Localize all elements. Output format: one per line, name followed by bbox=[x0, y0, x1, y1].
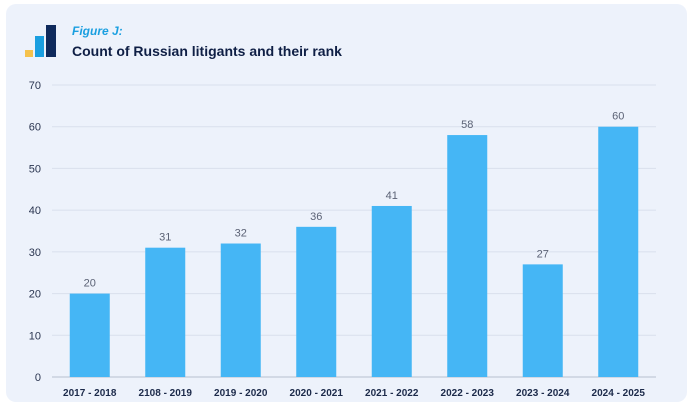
y-tick-label: 10 bbox=[29, 330, 41, 342]
x-tick-label: 2020 - 2021 bbox=[290, 388, 344, 399]
data-label: 60 bbox=[612, 111, 624, 123]
bar bbox=[371, 205, 412, 377]
y-tick-label: 20 bbox=[29, 289, 41, 301]
bar bbox=[296, 226, 337, 377]
bar bbox=[69, 293, 110, 377]
data-label: 41 bbox=[386, 190, 398, 202]
bar bbox=[598, 126, 639, 377]
x-tick-label: 2022 - 2023 bbox=[441, 388, 495, 399]
data-label: 36 bbox=[310, 211, 322, 223]
data-label: 32 bbox=[235, 228, 247, 240]
x-tick-label: 2024 - 2025 bbox=[592, 388, 646, 399]
y-tick-label: 50 bbox=[29, 163, 41, 175]
bar bbox=[447, 135, 488, 377]
x-tick-label: 2021 - 2022 bbox=[365, 388, 419, 399]
chart-title: Count of Russian litigants and their ran… bbox=[72, 43, 342, 59]
logo-bar-mid bbox=[35, 36, 44, 57]
bar bbox=[145, 247, 186, 377]
x-tick-label: 2108 - 2019 bbox=[139, 388, 193, 399]
data-label: 20 bbox=[84, 278, 96, 290]
figure-label: Figure J: bbox=[72, 24, 123, 38]
x-tick-label: 2023 - 2024 bbox=[516, 388, 570, 399]
y-tick-label: 30 bbox=[29, 247, 41, 259]
data-label: 31 bbox=[159, 232, 171, 244]
bar bbox=[220, 243, 261, 377]
logo-bar-small bbox=[25, 50, 33, 57]
x-tick-label: 2017 - 2018 bbox=[63, 388, 117, 399]
bar-chart-logo-icon bbox=[25, 25, 56, 57]
logo-bar-tall bbox=[46, 25, 56, 57]
bar bbox=[522, 264, 563, 377]
data-label: 27 bbox=[537, 248, 549, 260]
y-tick-label: 60 bbox=[29, 122, 41, 134]
x-tick-label: 2019 - 2020 bbox=[214, 388, 268, 399]
y-tick-label: 0 bbox=[35, 372, 41, 384]
data-label: 58 bbox=[461, 119, 473, 131]
y-tick-label: 70 bbox=[29, 80, 41, 92]
y-tick-label: 40 bbox=[29, 205, 41, 217]
